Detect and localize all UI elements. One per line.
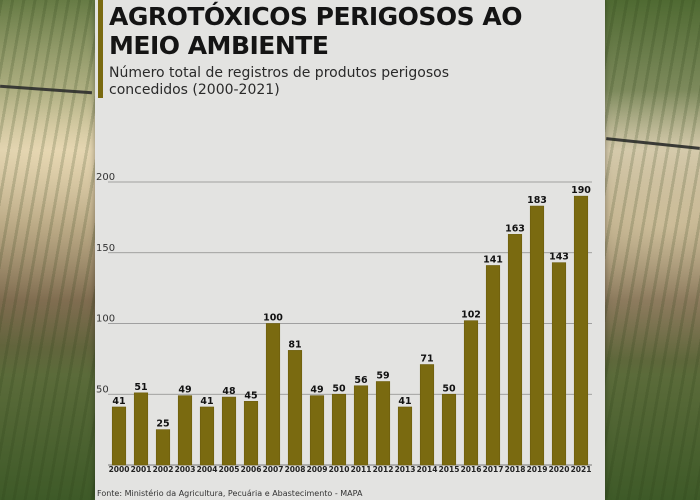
y-tick-label-100: 100: [96, 314, 115, 325]
bar-2017: [485, 265, 501, 466]
data-label-2010: 50: [332, 383, 346, 394]
data-label-2017: 141: [483, 254, 503, 265]
chart-title: AGROTÓXICOS PERIGOSOS AO MEIO AMBIENTE: [109, 2, 522, 60]
bar-2011: [353, 385, 369, 466]
data-label-2003: 49: [178, 385, 191, 396]
x-tick-label-2003: 2003: [175, 465, 196, 474]
x-tick-label-2021: 2021: [571, 465, 592, 474]
bar-2008: [287, 350, 303, 466]
y-tick-label-200: 200: [96, 172, 115, 183]
x-tick-label-2002: 2002: [153, 465, 174, 474]
data-label-2009: 49: [310, 385, 323, 396]
data-label-2020: 143: [549, 252, 569, 263]
x-tick-label-2011: 2011: [351, 465, 372, 474]
data-label-2016: 102: [461, 310, 481, 321]
x-tick-label-2019: 2019: [527, 465, 548, 474]
x-tick-label-2017: 2017: [483, 465, 504, 474]
x-tick-label-2007: 2007: [263, 465, 284, 474]
bar-2010: [331, 393, 347, 466]
bar-2000: [111, 406, 127, 466]
data-label-2011: 56: [354, 375, 368, 386]
bar-2006: [243, 401, 259, 466]
data-label-2006: 45: [244, 390, 257, 401]
bar-2004: [199, 406, 215, 466]
x-tick-label-2008: 2008: [285, 465, 306, 474]
x-tick-label-2001: 2001: [131, 465, 152, 474]
bar-2005: [221, 396, 237, 466]
data-label-2000: 41: [112, 396, 125, 407]
bar-2016: [463, 320, 479, 466]
y-tick-label-150: 150: [96, 243, 115, 254]
x-tick-label-2012: 2012: [373, 465, 394, 474]
x-tick-label-2010: 2010: [329, 465, 350, 474]
x-tick-label-2013: 2013: [395, 465, 416, 474]
bar-2001: [133, 392, 149, 466]
x-tick-label-2018: 2018: [505, 465, 526, 474]
y-tick-label-50: 50: [96, 384, 109, 395]
x-tick-label-2016: 2016: [461, 465, 482, 474]
data-label-2014: 71: [420, 354, 433, 365]
bar-2019: [529, 205, 545, 466]
x-tick-label-2006: 2006: [241, 465, 262, 474]
x-tick-label-2009: 2009: [307, 465, 328, 474]
bar-2013: [397, 406, 413, 466]
data-label-2018: 163: [505, 223, 525, 234]
bar-2002: [155, 429, 171, 466]
data-label-2007: 100: [263, 313, 283, 324]
bar-2014: [419, 364, 435, 466]
x-tick-label-2004: 2004: [197, 465, 218, 474]
data-label-2001: 51: [134, 382, 147, 393]
x-tick-label-2020: 2020: [549, 465, 570, 474]
bar-2021: [573, 195, 589, 466]
bar-2015: [441, 393, 457, 466]
bar-2009: [309, 395, 325, 466]
data-label-2021: 190: [571, 185, 591, 196]
x-tick-label-2014: 2014: [417, 465, 438, 474]
data-label-2012: 59: [376, 371, 389, 382]
data-label-2005: 48: [222, 386, 236, 397]
source-note: Fonte: Ministério da Agricultura, Pecuár…: [97, 489, 363, 498]
x-tick-label-2005: 2005: [219, 465, 240, 474]
bar-2003: [177, 395, 193, 466]
bar-2007: [265, 323, 281, 466]
x-tick-label-2015: 2015: [439, 465, 460, 474]
bar-2020: [551, 262, 567, 466]
data-label-2015: 50: [442, 383, 456, 394]
chart-subtitle: Número total de registros de produtos pe…: [109, 65, 450, 98]
data-label-2019: 183: [527, 195, 547, 206]
data-label-2002: 25: [156, 419, 169, 430]
data-label-2013: 41: [398, 396, 411, 407]
title-accent-bar: [98, 0, 103, 98]
data-label-2008: 81: [288, 339, 301, 350]
data-label-2004: 41: [200, 396, 213, 407]
bar-2012: [375, 381, 391, 466]
bar-2018: [507, 234, 523, 466]
x-tick-label-2000: 2000: [109, 465, 130, 474]
